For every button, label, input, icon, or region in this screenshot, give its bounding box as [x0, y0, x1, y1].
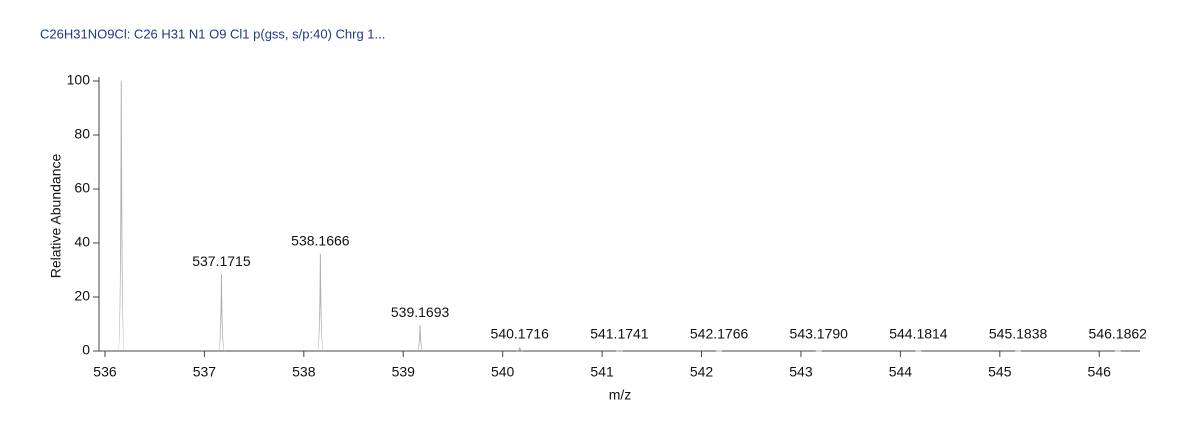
x-tick-label: 537	[193, 364, 217, 380]
peak-label: 538.1666	[291, 233, 350, 249]
peak-label: 541.1741	[590, 326, 649, 342]
x-tick-label: 545	[988, 364, 1012, 380]
y-tick-label: 100	[67, 72, 91, 88]
peak-label: 537.1715	[192, 253, 251, 269]
y-tick-label: 20	[74, 288, 90, 304]
peak-label: 543.1790	[790, 326, 849, 342]
y-axis-label: Relative Abundance	[48, 154, 64, 279]
peak-label: 539.1693	[391, 304, 450, 320]
peak-label: 540.1716	[491, 326, 550, 342]
y-tick-label: 0	[82, 342, 90, 358]
peak-label: 545.1838	[989, 326, 1048, 342]
x-tick-label: 543	[789, 364, 813, 380]
peak-label: 544.1814	[889, 326, 948, 342]
x-tick-label: 540	[491, 364, 515, 380]
y-tick-label: 80	[74, 126, 90, 142]
x-tick-label: 542	[690, 364, 714, 380]
y-tick-label: 60	[74, 180, 90, 196]
peak-label: 546.1862	[1089, 326, 1148, 342]
x-tick-label: 539	[392, 364, 416, 380]
x-axis-label: m/z	[609, 387, 632, 403]
x-tick-label: 538	[292, 364, 316, 380]
peak	[316, 253, 324, 352]
x-tick-label: 536	[93, 364, 117, 380]
x-tick-label: 544	[889, 364, 913, 380]
peak	[516, 347, 523, 352]
x-tick-label: 541	[590, 364, 614, 380]
peak	[117, 80, 125, 352]
peak	[416, 325, 424, 352]
peak-label: 542.1766	[690, 326, 749, 342]
peak	[217, 274, 225, 352]
x-tick-label: 546	[1088, 364, 1112, 380]
plot: 0 20 40 60 80 100 536 537 538 539 540 541 542 543 544 5…	[67, 72, 1148, 380]
y-tick-label: 40	[74, 234, 90, 250]
chart-title: C26H31NO9Cl: C26 H31 N1 O9 Cl1 p(gss, s/…	[40, 26, 385, 41]
peak	[616, 349, 623, 352]
